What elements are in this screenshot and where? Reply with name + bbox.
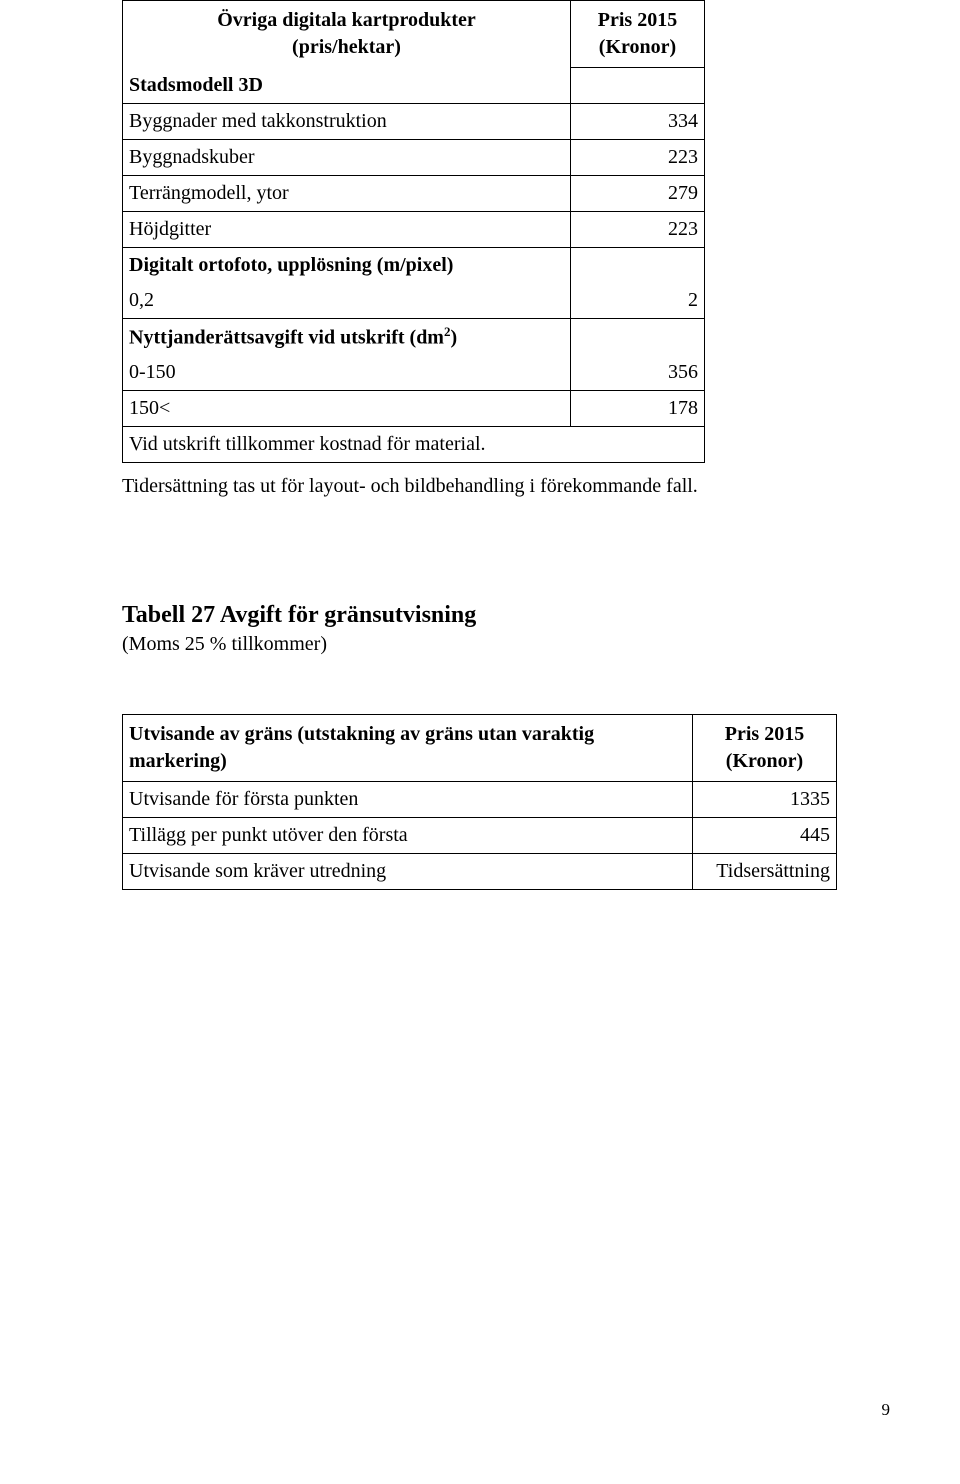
section2-heading: Tabell 27 Avgift för gränsutvisning bbox=[122, 602, 838, 629]
table-digital-kartprodukter: Övriga digitala kartprodukter (pris/hekt… bbox=[122, 0, 705, 463]
table-row-value: 279 bbox=[571, 175, 705, 211]
t1-section-nyttjande-post: ) bbox=[450, 326, 457, 348]
table-row-value: 356 bbox=[571, 355, 705, 391]
table-row-value: Tidsersättning bbox=[693, 854, 837, 890]
after-table-sentence: Tidersättning tas ut för layout- och bil… bbox=[122, 473, 838, 500]
table-row-label: Utvisande som kräver utredning bbox=[123, 854, 693, 890]
table-row-value: 223 bbox=[571, 211, 705, 247]
table-row-value: 223 bbox=[571, 139, 705, 175]
t1-section-nyttjande: Nyttjanderättsavgift vid utskrift (dm2) bbox=[123, 318, 571, 355]
t2-header-right-line2: (Kronor) bbox=[726, 750, 803, 772]
t1-header-right-line1: Pris 2015 bbox=[598, 9, 677, 31]
section2-subheading: (Moms 25 % tillkommer) bbox=[122, 633, 838, 656]
table-row-value: 334 bbox=[571, 103, 705, 139]
table-row-value: 2 bbox=[571, 283, 705, 319]
t1-header-right-line2: (Kronor) bbox=[599, 36, 676, 58]
table-gransutvisning: Utvisande av gräns (utstakning av gräns … bbox=[122, 714, 837, 890]
table-row-label: 150< bbox=[123, 391, 571, 427]
t2-header-right-line1: Pris 2015 bbox=[725, 723, 804, 745]
t1-section-ortofoto: Digitalt ortofoto, upplösning (m/pixel) bbox=[123, 247, 571, 283]
t1-section-stadsmodell: Stadsmodell 3D bbox=[123, 68, 571, 104]
table-row-label: 0-150 bbox=[123, 355, 571, 391]
table-row-label: 0,2 bbox=[123, 283, 571, 319]
table-row-value: 178 bbox=[571, 391, 705, 427]
table-row-label: Byggnader med takkonstruktion bbox=[123, 103, 571, 139]
t1-header-left: Övriga digitala kartprodukter (pris/hekt… bbox=[123, 1, 571, 68]
page: Övriga digitala kartprodukter (pris/hekt… bbox=[0, 0, 960, 1484]
t1-header-left-line2: (pris/hektar) bbox=[292, 36, 401, 58]
table-row-label: Höjdgitter bbox=[123, 211, 571, 247]
t1-header-left-line1: Övriga digitala kartprodukter bbox=[217, 9, 476, 31]
t1-footnote: Vid utskrift tillkommer kostnad för mate… bbox=[123, 427, 705, 463]
table-row-label: Terrängmodell, ytor bbox=[123, 175, 571, 211]
page-number: 9 bbox=[882, 1400, 891, 1420]
table-row-label: Tillägg per punkt utöver den första bbox=[123, 818, 693, 854]
t1-section-nyttjande-value bbox=[571, 318, 705, 355]
t2-header-left-line1: Utvisande av gräns (utstakning av gräns … bbox=[129, 723, 594, 745]
t1-section-stadsmodell-value bbox=[571, 68, 705, 104]
table-row-label: Utvisande för första punkten bbox=[123, 782, 693, 818]
table-row-label: Byggnadskuber bbox=[123, 139, 571, 175]
t1-header-right: Pris 2015 (Kronor) bbox=[571, 1, 705, 68]
t1-section-nyttjande-pre: Nyttjanderättsavgift vid utskrift (dm bbox=[129, 326, 444, 348]
table-row-value: 445 bbox=[693, 818, 837, 854]
t2-header-left: Utvisande av gräns (utstakning av gräns … bbox=[123, 715, 693, 782]
t2-header-left-line2: markering) bbox=[129, 750, 227, 772]
table-row-value: 1335 bbox=[693, 782, 837, 818]
t1-section-ortofoto-value bbox=[571, 247, 705, 283]
t2-header-right: Pris 2015 (Kronor) bbox=[693, 715, 837, 782]
